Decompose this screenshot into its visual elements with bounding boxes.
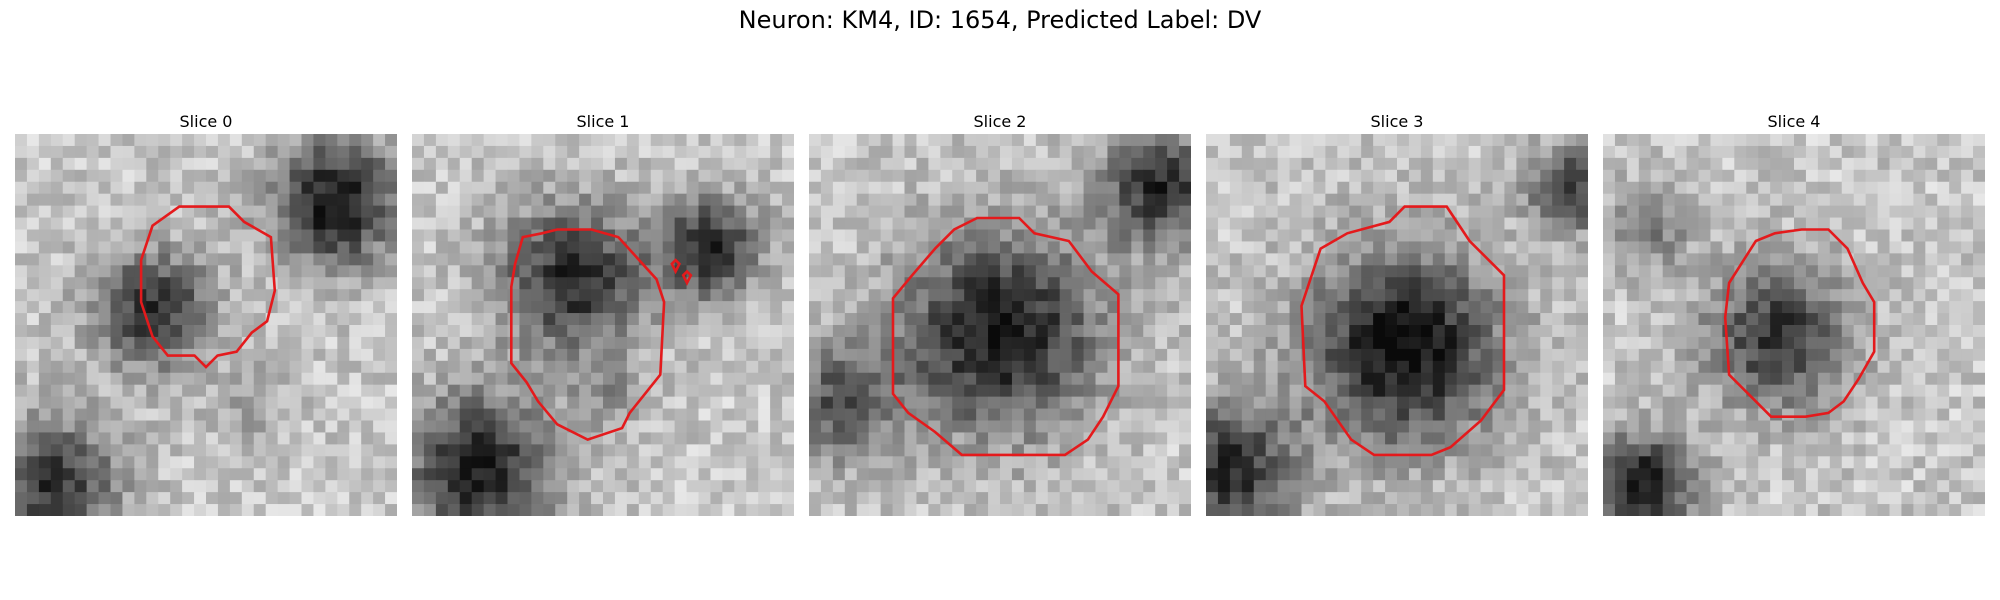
neuron-contour [510, 228, 666, 442]
microscopy-image [809, 134, 1191, 516]
slice-title: Slice 4 [1767, 112, 1821, 131]
slice-panel-0: Slice 0 [15, 112, 397, 520]
neuron-contour [1723, 228, 1876, 419]
slice-title: Slice 0 [179, 112, 233, 131]
neuron-contour [891, 216, 1120, 457]
neuron-contour [1300, 205, 1506, 457]
slice-title: Slice 2 [973, 112, 1027, 131]
microscopy-image [1603, 134, 1985, 516]
microscopy-image [1206, 134, 1588, 516]
microscopy-image [15, 134, 397, 516]
slice-title: Slice 1 [576, 112, 630, 131]
slice-panel-4: Slice 4 [1603, 112, 1985, 520]
contour-fragment [681, 269, 693, 286]
figure-title: Neuron: KM4, ID: 1654, Predicted Label: … [738, 6, 1262, 34]
contour-fragment [670, 258, 681, 275]
slice-panel-2: Slice 2 [809, 112, 1191, 520]
neuron-contour [139, 205, 277, 369]
slice-panel-3: Slice 3 [1206, 112, 1588, 520]
slice-panel-1: Slice 1 [412, 112, 794, 520]
microscopy-image [412, 134, 794, 516]
slice-title: Slice 3 [1370, 112, 1424, 131]
